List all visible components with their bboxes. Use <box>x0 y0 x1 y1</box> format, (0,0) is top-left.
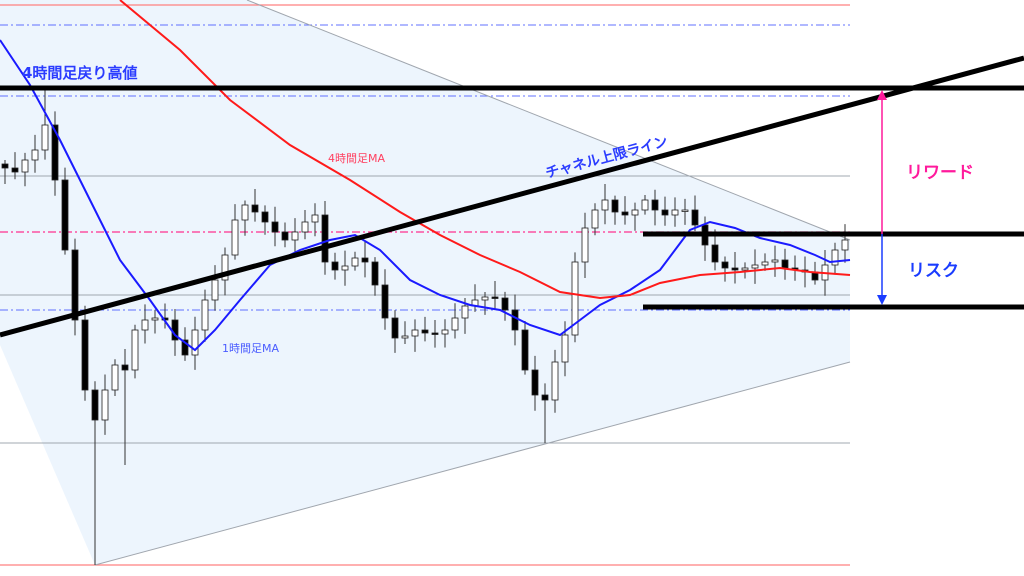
candle-body <box>561 334 569 363</box>
candle-body <box>571 261 579 336</box>
candle-body <box>371 261 379 286</box>
label-ma-1h: 1時間足MA <box>222 342 279 355</box>
candle-body <box>101 389 109 421</box>
candle-body <box>841 239 849 251</box>
candle-body <box>151 317 159 321</box>
candle-body <box>591 209 599 229</box>
candle-body <box>201 299 209 331</box>
candle-body <box>651 199 659 211</box>
candle-body <box>211 279 219 301</box>
candle-body <box>351 257 359 267</box>
key-levels <box>0 55 1024 338</box>
ma-1h-line <box>0 39 851 352</box>
moving-averages <box>0 0 851 352</box>
candle-body <box>321 214 329 263</box>
candle-body <box>391 317 399 339</box>
triangle-lines <box>94 0 851 566</box>
candle-body <box>451 317 459 331</box>
candle-body <box>661 209 669 216</box>
candle-body <box>671 209 679 216</box>
candle-body <box>281 231 289 241</box>
triangle-shade <box>0 0 850 565</box>
candle-body <box>41 124 49 151</box>
candle-body <box>361 257 369 263</box>
candle-body <box>641 199 649 211</box>
triangle-edge-line <box>94 361 851 566</box>
candle-body <box>481 296 489 301</box>
candle-body <box>711 244 719 263</box>
candle-body <box>81 319 89 391</box>
candles <box>1 88 849 565</box>
candle-body <box>751 264 759 269</box>
candle-body <box>231 219 239 256</box>
candle-body <box>11 167 19 173</box>
candle-body <box>261 211 269 223</box>
candle-body <box>181 339 189 356</box>
candle-body <box>541 394 549 401</box>
candle-body <box>431 332 439 335</box>
label-recovery-high: 4時間足戻り高値 <box>22 64 137 82</box>
candle-body <box>461 305 469 319</box>
label-ma-4h: 4時間足MA <box>328 152 385 165</box>
candle-body <box>421 329 429 334</box>
candle-body <box>271 221 279 233</box>
channel-upper-line <box>0 55 1024 338</box>
candle-body <box>51 124 59 181</box>
label-reward: リワード <box>906 163 974 183</box>
candle-body <box>191 329 199 356</box>
reward-arrowhead-icon <box>877 90 887 100</box>
candle-body <box>581 227 589 263</box>
candle-body <box>381 284 389 319</box>
candle-body <box>831 249 839 266</box>
candle-body <box>551 361 559 401</box>
candle-body <box>401 335 409 339</box>
candle-body <box>301 221 309 233</box>
candle-body <box>491 296 499 299</box>
triangle-edge-line <box>246 0 851 241</box>
candle-body <box>251 204 259 213</box>
candle-body <box>331 261 339 271</box>
candle-body <box>111 364 119 391</box>
candle-body <box>611 199 619 213</box>
candle-body <box>311 214 319 223</box>
candle-body <box>621 211 629 216</box>
candle-body <box>141 319 149 331</box>
candle-body <box>721 261 729 269</box>
label-risk: リスク <box>908 261 959 281</box>
candle-body <box>511 309 519 331</box>
candle-body <box>71 249 79 321</box>
candle-body <box>741 267 749 271</box>
candle-body <box>21 159 29 173</box>
candle-body <box>601 199 609 211</box>
candle-body <box>31 149 39 161</box>
candle-body <box>291 231 299 241</box>
candle-body <box>521 329 529 371</box>
candle-body <box>221 254 229 281</box>
candle-body <box>341 265 349 271</box>
candle-body <box>411 329 419 337</box>
candle-body <box>121 364 129 371</box>
candle-body <box>731 267 739 271</box>
candle-body <box>631 209 639 216</box>
candle-body <box>781 259 789 269</box>
candle-body <box>501 297 509 311</box>
candle-body <box>771 259 779 263</box>
ma-4h-line <box>119 0 851 300</box>
candle-body <box>531 369 539 396</box>
candle-body <box>91 389 99 421</box>
candle-body <box>241 204 249 221</box>
candle-body <box>441 329 449 335</box>
risk-arrowhead-icon <box>877 295 887 305</box>
candle-body <box>681 209 689 212</box>
candle-body <box>61 179 69 251</box>
candle-body <box>761 261 769 266</box>
candle-body <box>1 163 9 169</box>
candle-body <box>691 209 699 226</box>
risk-reward-arrows <box>877 90 887 305</box>
candle-body <box>131 329 139 371</box>
